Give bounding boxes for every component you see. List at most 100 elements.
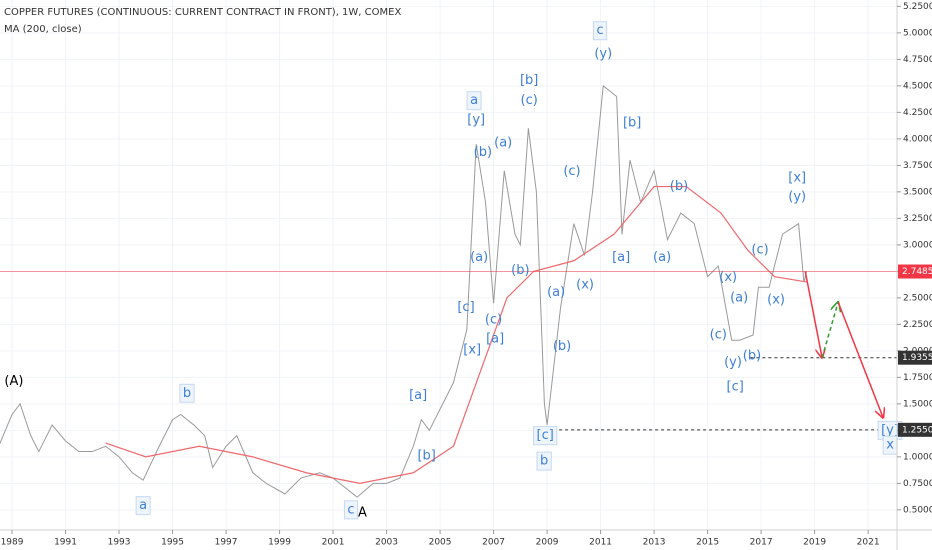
x-tick-label: 1995: [161, 538, 184, 548]
wave-label: (y): [594, 47, 612, 62]
chart-title: COPPER FUTURES (CONTINUOUS: CURRENT CONT…: [4, 7, 401, 18]
wave-label: [b]: [520, 73, 538, 88]
wave-label: [y]: [881, 423, 899, 438]
series-line: [0, 84, 808, 498]
chart-subtitle: MA (200, close): [4, 24, 82, 35]
wave-label: b: [183, 386, 191, 401]
wave-label-box: [179, 383, 195, 403]
wave-label-box: [533, 426, 558, 446]
grid: [0, 0, 897, 530]
wave-label: (c): [710, 327, 727, 342]
wave-label: x: [886, 438, 894, 453]
wave-label: [x]: [788, 171, 806, 186]
wave-label: [c]: [457, 300, 474, 315]
y-tick-label: 2.5000: [903, 293, 932, 303]
wave-label: (a): [547, 285, 565, 300]
y-tick-label: 0.7500: [903, 479, 932, 489]
wave-label: (x): [576, 278, 594, 293]
y-tick-label: 1.5000: [903, 399, 932, 409]
x-tick-label: 2003: [375, 538, 398, 548]
wave-label: (b): [743, 349, 761, 364]
series-line: [105, 185, 807, 484]
price-tag-label: 1.9355: [902, 353, 932, 363]
wave-label: (c): [521, 93, 538, 108]
y-tick-label: 5.0000: [903, 28, 932, 38]
wave-label: b: [540, 454, 548, 469]
wave-label: c: [596, 23, 603, 38]
projection-arrow: [821, 302, 838, 358]
wave-label: (b): [670, 179, 688, 194]
wave-label: (a): [653, 250, 671, 265]
wave-label: [x]: [463, 342, 481, 357]
wave-label: (a): [470, 250, 488, 265]
wave-label: a: [139, 498, 147, 513]
x-tick-label: 2005: [429, 538, 452, 548]
price-tag: [898, 264, 932, 279]
y-tick-label: 4.7500: [903, 55, 932, 65]
wave-label-box: [466, 91, 482, 111]
wave-label: [c]: [537, 428, 554, 443]
x-tick-label: 2015: [696, 538, 719, 548]
x-tick-label: 2007: [482, 538, 505, 548]
wave-label: (x): [719, 270, 737, 285]
wave-label: [a]: [486, 332, 504, 347]
wave-label: c: [347, 502, 354, 517]
y-tick-label: 3.0000: [903, 240, 932, 250]
wave-label-box: [592, 21, 608, 41]
x-tick-label: 2011: [589, 538, 612, 548]
x-tick-label: 1997: [215, 538, 238, 548]
wave-label-box: [135, 496, 151, 516]
wave-label: a: [470, 93, 478, 108]
wave-label: (c): [751, 243, 768, 258]
y-tick-label: 3.5000: [903, 187, 932, 197]
y-tick-label: 3.7500: [903, 161, 932, 171]
plot: (A)ba c A[a][b][x][c](a)(c)[a](b)(a)a[y][b…: [0, 21, 903, 521]
wave-label: [y]: [467, 112, 485, 127]
wave-label: (a): [494, 136, 512, 151]
wave-label-box: [343, 500, 359, 520]
x-tick-label: 2021: [857, 538, 880, 548]
wave-label: [b]: [417, 448, 435, 463]
y-tick-label: 3.2500: [903, 214, 932, 224]
y-tick-label: 4.2500: [903, 108, 932, 118]
wave-label: [a]: [409, 388, 427, 403]
y-tick-label: 0.5000: [903, 505, 932, 515]
price-tag-label: 1.2550: [902, 425, 932, 435]
x-tick-label: 1999: [268, 538, 291, 548]
projection-arrow: [804, 271, 822, 357]
wave-label: (c): [485, 313, 502, 328]
wave-label: (x): [767, 292, 785, 307]
wave-label: (a): [730, 290, 748, 305]
y-tick-label: 4.0000: [903, 134, 932, 144]
x-tick-label: 2001: [322, 538, 345, 548]
x-tick-label: 2009: [536, 538, 559, 548]
price-tag: [898, 350, 932, 365]
wave-label: (b): [511, 263, 529, 278]
x-tick-label: 2017: [750, 538, 773, 548]
y-tick-label: 2.2500: [903, 320, 932, 330]
price-tag: [898, 422, 932, 437]
y-tick-label: 1.7500: [903, 373, 932, 383]
x-tick-label: 1993: [108, 538, 131, 548]
wave-label: (c): [563, 164, 580, 179]
y-tick-label: 1.0000: [903, 452, 932, 462]
wave-label-box: [536, 451, 552, 471]
wave-label: (y): [788, 190, 806, 205]
x-tick-label: 2019: [803, 538, 826, 548]
wave-label: (A): [4, 374, 23, 389]
wave-label: (b): [553, 339, 571, 354]
wave-label: (b): [474, 145, 492, 160]
wave-label: [c]: [727, 379, 744, 394]
projection-arrow: [837, 301, 883, 418]
x-tick-label: 2013: [643, 538, 666, 548]
x-tick-label: 1991: [54, 538, 77, 548]
wave-label: [b]: [623, 115, 641, 130]
wave-label: (y): [724, 355, 742, 370]
wave-label: [a]: [612, 250, 630, 265]
x-tick-label: 1989: [1, 538, 24, 548]
y-tick-label: 4.5000: [903, 81, 932, 91]
price-tag-label: 2.7485: [902, 267, 932, 277]
